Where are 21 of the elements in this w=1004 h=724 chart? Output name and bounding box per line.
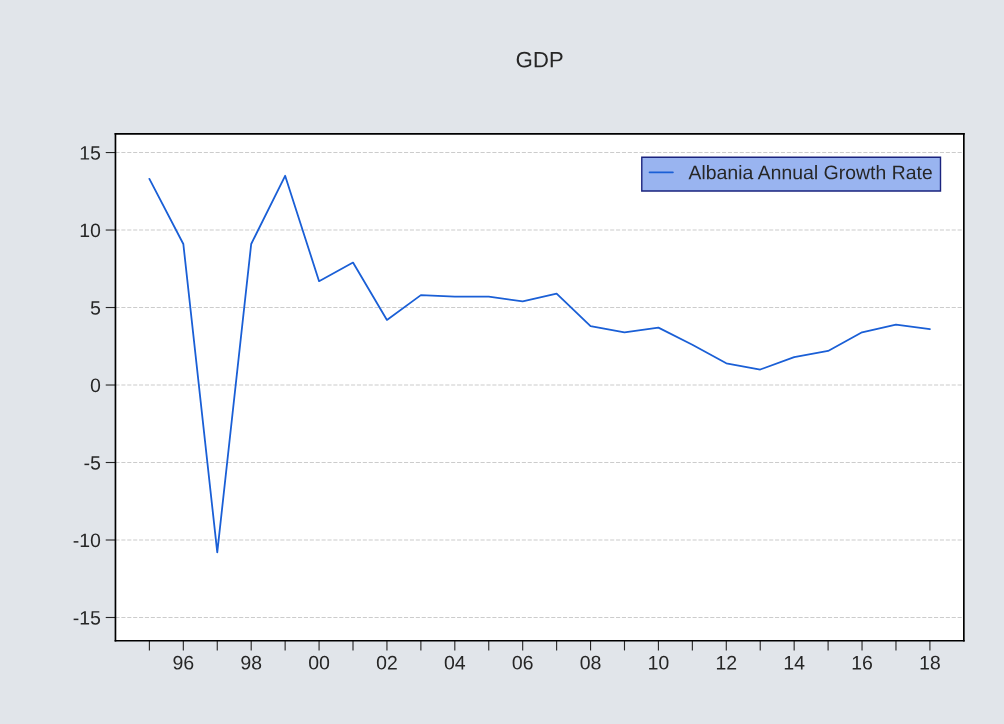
x-tick-label: 00: [309, 655, 330, 670]
x-tick-label: 18: [920, 655, 940, 670]
y-tick-label: 0: [90, 378, 101, 393]
y-tick-label: 15: [80, 146, 101, 160]
y-tick-label: -15: [73, 611, 101, 625]
x-tick-label: 04: [444, 655, 466, 670]
y-tick-label: 5: [90, 301, 101, 315]
x-tick-label: 14: [784, 656, 805, 670]
x-tick-label: 16: [852, 655, 872, 670]
chart-title: GDP: [516, 51, 563, 68]
x-tick-label: 08: [580, 655, 601, 670]
y-tick-label: 10: [80, 223, 101, 238]
x-tick-label: 02: [376, 655, 397, 670]
x-tick-label: 98: [241, 655, 262, 670]
y-tick-label: -5: [84, 456, 101, 470]
x-tick-label: 96: [173, 655, 194, 670]
legend-label: Albania Annual Growth Rate: [688, 165, 932, 180]
x-tick-label: 06: [512, 655, 533, 670]
y-tick-label: -10: [73, 533, 101, 548]
x-tick-label: 12: [716, 655, 737, 670]
x-tick-label: 10: [649, 655, 669, 670]
